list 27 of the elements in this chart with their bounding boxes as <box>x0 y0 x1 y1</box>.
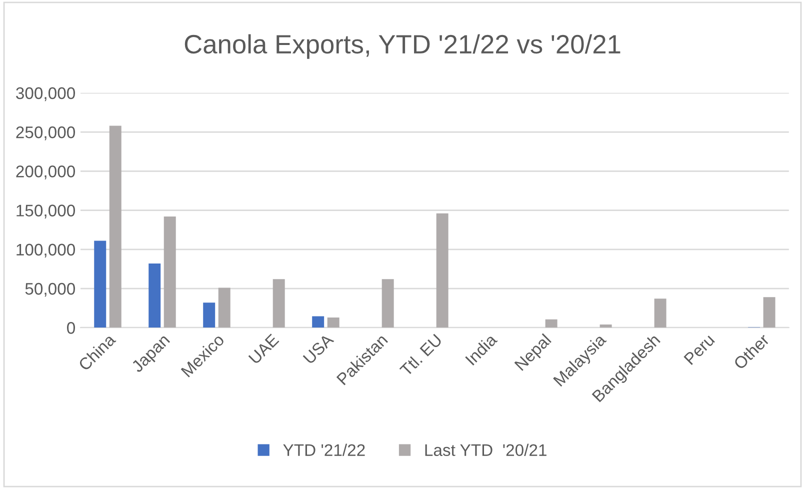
bar <box>148 263 161 328</box>
bar <box>654 298 666 328</box>
x-tick-label: Ttl. EU <box>398 333 442 377</box>
bar <box>109 126 122 328</box>
y-tick-label: 300,000 <box>16 87 75 102</box>
y-tick-label: 0 <box>67 322 75 334</box>
legend-label: YTD '21/22 <box>283 444 365 456</box>
y-tick-label: 200,000 <box>16 166 75 180</box>
legend-label: Last YTD '20/21 <box>425 444 546 456</box>
bar <box>382 279 394 328</box>
x-tick-label: USA <box>302 332 334 364</box>
bar <box>436 213 448 328</box>
y-tick-label: 50,000 <box>25 282 75 297</box>
y-tick-label: 150,000 <box>16 204 75 218</box>
bar <box>545 319 558 328</box>
bar <box>763 297 776 328</box>
y-tick-label: 250,000 <box>16 126 75 140</box>
bar <box>164 216 176 328</box>
y-tick-label: 100,000 <box>16 244 75 258</box>
bar <box>218 288 230 328</box>
bar <box>272 279 285 328</box>
bar <box>600 324 612 328</box>
chart-title: Canola Exports, YTD '21/22 vs '20/21 <box>184 34 620 59</box>
bar <box>312 316 324 328</box>
bar <box>203 302 216 328</box>
bar <box>327 317 340 328</box>
bar <box>94 240 106 328</box>
